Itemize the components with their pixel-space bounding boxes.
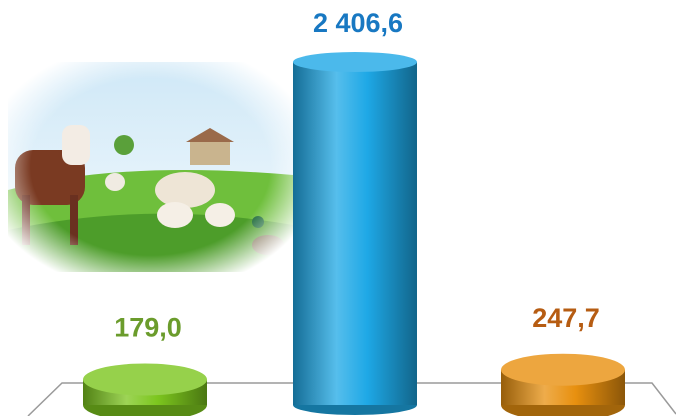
chart: 179,0 2 406,6 247,7 [0,0,676,416]
page: 179,02 406,6247,7 (() => { const data = … [0,0,676,416]
cylinder [293,52,417,415]
cylinder-top [501,354,625,386]
farm-illustration [8,62,293,272]
bar [293,62,417,405]
value-label: 247,7 [532,303,600,333]
cylinder-top [293,52,417,72]
cylinder [501,354,625,416]
cylinder-top [83,363,207,395]
value-label: 179,0 [114,313,182,343]
value-label: 2 406,6 [313,8,403,38]
cylinder [83,363,207,416]
